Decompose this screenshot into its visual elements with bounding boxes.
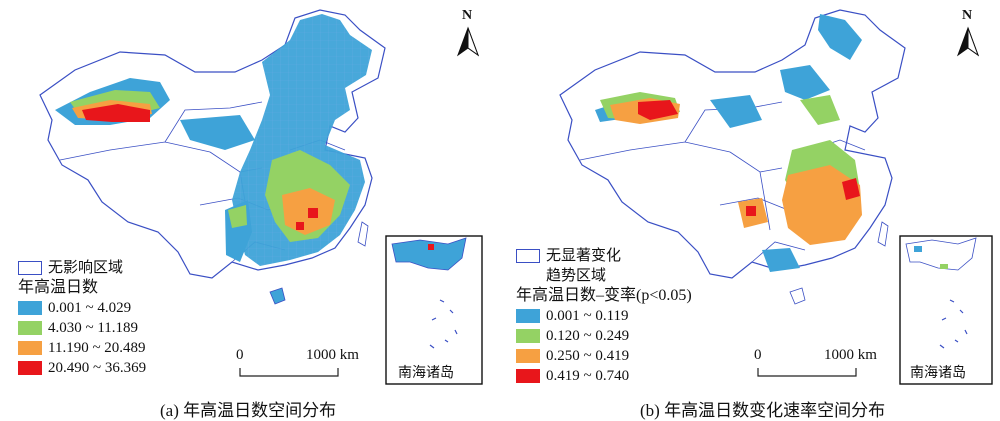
scale-bar xyxy=(757,368,857,377)
legend-boundary-swatch xyxy=(18,261,42,275)
legend-class2-label: 4.030 ~ 11.189 xyxy=(48,320,139,336)
heat-class2-west xyxy=(228,205,247,228)
trend-class1-central xyxy=(710,95,762,128)
scale-end: 1000 km xyxy=(306,347,359,363)
caption-b: (b) 年高温日数变化速率空间分布 xyxy=(640,401,886,420)
legend-class4-swatch xyxy=(18,361,42,375)
scale-end: 1000 km xyxy=(824,347,877,363)
legend-boundary-label-line2: 趋势区域 xyxy=(546,268,607,284)
trend-class1-north xyxy=(780,65,830,100)
legend-b: 无显著变化 趋势区域 年高温日数–变率(p<0.05) 0.001 ~ 0.11… xyxy=(516,246,692,386)
inset-islands xyxy=(939,299,968,349)
hainan-island xyxy=(789,287,806,305)
scale-bar xyxy=(239,368,339,377)
scale-zero: 0 xyxy=(754,347,762,363)
legend-class4-label: 20.490 ~ 36.369 xyxy=(48,360,147,376)
hainan-island xyxy=(269,287,286,305)
legend-boundary-label-line1: 无显著变化 xyxy=(546,248,622,264)
legend-class1-label: 0.001 ~ 0.119 xyxy=(546,308,629,324)
heat-class4-east2 xyxy=(296,222,304,230)
legend-class3-label: 0.250 ~ 0.419 xyxy=(546,348,630,364)
legend-class3-label: 11.190 ~ 20.489 xyxy=(48,340,146,356)
trend-class1-northeast xyxy=(818,14,862,60)
taiwan-island xyxy=(357,221,369,247)
caption-a: (a) 年高温日数空间分布 xyxy=(160,401,337,420)
panel-a-map: N 无影响区域 年高温日数 0.001 ~ 4.029 4.030 ~ 11.1… xyxy=(0,0,500,420)
legend-a: 无影响区域 年高温日数 0.001 ~ 4.029 4.030 ~ 11.189… xyxy=(18,258,146,378)
north-label: N xyxy=(462,8,473,23)
trend-class4-northwest xyxy=(638,100,678,120)
legend-boundary-label: 无影响区域 xyxy=(48,260,124,276)
inset-islands xyxy=(429,299,458,349)
inset-label: 南海诸岛 xyxy=(398,366,454,381)
heat-class1-central xyxy=(180,115,255,150)
trend-class4-southwest xyxy=(746,206,756,216)
north-label: N xyxy=(962,8,973,23)
legend-class4-label: 0.419 ~ 0.740 xyxy=(546,368,630,384)
trend-class4-east xyxy=(842,178,860,200)
legend-class2-label: 0.120 ~ 0.249 xyxy=(546,328,630,344)
heat-class4-east xyxy=(308,208,318,218)
legend-title: 年高温日数–变率(p<0.05) xyxy=(516,287,692,304)
legend-class1-swatch xyxy=(516,309,540,323)
trend-class1-south xyxy=(762,248,800,272)
map-a-canvas xyxy=(39,9,483,385)
map-b-canvas xyxy=(559,9,993,385)
inset-label: 南海诸岛 xyxy=(910,366,966,381)
legend-title: 年高温日数 xyxy=(18,279,99,296)
trend-class2-north xyxy=(800,95,840,125)
panel-b-map: N 无显著变化 趋势区域 年高温日数–变率(p<0.05) 0.001 ~ 0.… xyxy=(500,0,1000,420)
inset-coastline xyxy=(391,237,467,271)
legend-class1-swatch xyxy=(18,301,42,315)
scale-zero: 0 xyxy=(236,347,244,363)
legend-class1-label: 0.001 ~ 4.029 xyxy=(48,300,132,316)
taiwan-island xyxy=(877,221,889,247)
legend-class3-swatch xyxy=(516,349,540,363)
legend-class2-swatch xyxy=(18,321,42,335)
legend-class2-swatch xyxy=(516,329,540,343)
legend-boundary-swatch xyxy=(516,249,540,263)
trend-class3-east xyxy=(782,165,862,245)
legend-class4-swatch xyxy=(516,369,540,383)
inset-coastline xyxy=(905,237,977,271)
legend-class3-swatch xyxy=(18,341,42,355)
heat-class4-northwest xyxy=(82,104,150,122)
